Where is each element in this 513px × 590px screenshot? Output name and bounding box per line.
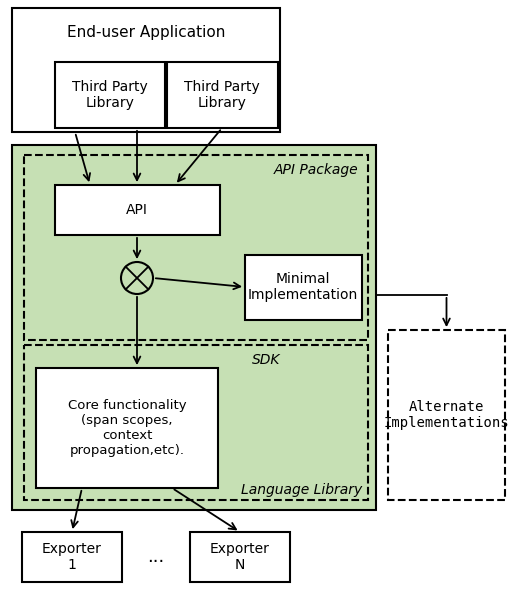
Bar xyxy=(22,532,122,582)
Bar xyxy=(36,368,218,488)
Bar xyxy=(167,62,278,128)
Bar xyxy=(12,145,376,510)
Bar xyxy=(12,8,280,132)
Bar xyxy=(24,155,368,340)
Text: Alternate
Implementations: Alternate Implementations xyxy=(383,400,509,430)
Bar xyxy=(245,255,362,320)
Text: SDK: SDK xyxy=(251,353,280,367)
Text: API Package: API Package xyxy=(273,163,358,177)
Text: Exporter
N: Exporter N xyxy=(210,542,270,572)
Text: API: API xyxy=(126,203,148,217)
Bar xyxy=(55,62,165,128)
Bar xyxy=(55,185,220,235)
Text: Third Party
Library: Third Party Library xyxy=(72,80,148,110)
Text: Language Library: Language Library xyxy=(241,483,362,497)
Text: Exporter
1: Exporter 1 xyxy=(42,542,102,572)
Bar xyxy=(24,345,368,500)
Text: ...: ... xyxy=(147,548,165,566)
Text: Minimal
Implementation: Minimal Implementation xyxy=(248,272,358,302)
Text: End-user Application: End-user Application xyxy=(67,25,225,40)
Bar xyxy=(388,330,505,500)
Bar xyxy=(190,532,290,582)
Text: Core functionality
(span scopes,
context
propagation,etc).: Core functionality (span scopes, context… xyxy=(68,399,186,457)
Text: Third Party
Library: Third Party Library xyxy=(184,80,260,110)
